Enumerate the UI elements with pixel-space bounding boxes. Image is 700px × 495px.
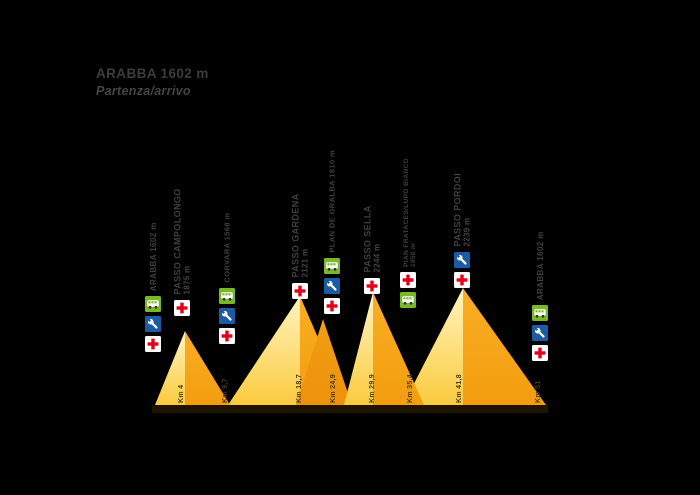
- wrench-icon: [324, 278, 340, 294]
- station-passo-pordoi: PASSO PORDOI 2239 m: [452, 173, 472, 288]
- km-marker: Km 9,7: [222, 378, 229, 403]
- wrench-icon: [145, 316, 161, 332]
- campolongo-left-slope: [155, 331, 185, 405]
- station-pian-frataces: PIAN FRATACES/LUPO BIANCO 1850 m: [400, 158, 418, 308]
- shuttle-bus-icon: [400, 292, 416, 308]
- red-cross-icon: [324, 298, 340, 314]
- red-cross-icon: [174, 300, 190, 316]
- shuttle-bus-icon: [532, 305, 548, 321]
- station-label: PASSO SELLA 2244 m: [362, 205, 382, 273]
- km-marker: Km 4: [178, 384, 185, 403]
- red-cross-icon: [219, 328, 235, 344]
- page-title: ARABBA 1602 m: [96, 66, 209, 81]
- red-cross-icon: [145, 336, 161, 352]
- station-passo-gardena: PASSO GARDENA 2121 m: [290, 194, 310, 299]
- km-marker: Km 24,9: [330, 374, 337, 403]
- km-marker: Km 18,7: [296, 374, 303, 403]
- station-label: ARABBA 1602 m: [535, 231, 545, 300]
- wrench-icon: [532, 325, 548, 341]
- page-subtitle: Partenza/arrivo: [96, 84, 191, 98]
- station-arabba-start: ARABBA 1602 m: [145, 222, 161, 352]
- baseline-strip: [152, 405, 548, 413]
- wrench-icon: [219, 308, 235, 324]
- sella-right-slope: [373, 292, 424, 405]
- shuttle-bus-icon: [145, 296, 161, 312]
- station-label: PASSO GARDENA 2121 m: [290, 193, 310, 278]
- gardena-sub-ridge: [296, 319, 352, 405]
- km-marker: Km 41,8: [456, 374, 463, 403]
- shuttle-bus-icon: [219, 288, 235, 304]
- station-plan-de-gralba: PLAN DE GRALBA 1810 m: [324, 150, 340, 314]
- red-cross-icon: [364, 278, 380, 294]
- title-block: ARABBA 1602 m Partenza/arrivo: [96, 66, 209, 98]
- station-arabba-finish: ARABBA 1602 m: [532, 231, 548, 361]
- station-label: PIAN FRATACES/LUPO BIANCO 1850 m: [403, 157, 418, 267]
- shuttle-bus-icon: [324, 258, 340, 274]
- sella-left-slope: [344, 292, 373, 405]
- red-cross-icon: [454, 272, 470, 288]
- km-marker: Km 29,9: [369, 374, 376, 403]
- station-label: PASSO CAMPOLONGO 1875 m: [172, 188, 192, 295]
- pordoi-left-slope: [403, 288, 463, 405]
- campolongo-right-slope: [185, 331, 230, 405]
- km-marker: Km 51: [535, 380, 542, 403]
- gardena-left-slope: [228, 296, 300, 405]
- wrench-icon: [454, 252, 470, 268]
- station-label: CORVARA 1568 m: [222, 212, 232, 283]
- red-cross-icon: [532, 345, 548, 361]
- station-label: PLAN DE GRALBA 1810 m: [327, 150, 337, 253]
- km-marker: Km 35,4: [407, 374, 414, 403]
- red-cross-icon: [292, 283, 308, 299]
- station-label: PASSO PORDOI 2239 m: [452, 173, 472, 247]
- station-corvara: CORVARA 1568 m: [219, 213, 235, 344]
- pordoi-right-slope: [463, 288, 546, 405]
- station-label: ARABBA 1602 m: [148, 222, 158, 291]
- red-cross-icon: [400, 272, 416, 288]
- station-passo-sella: PASSO SELLA 2244 m: [362, 206, 382, 294]
- station-passo-campolongo: PASSO CAMPOLONGO 1875 m: [172, 189, 192, 316]
